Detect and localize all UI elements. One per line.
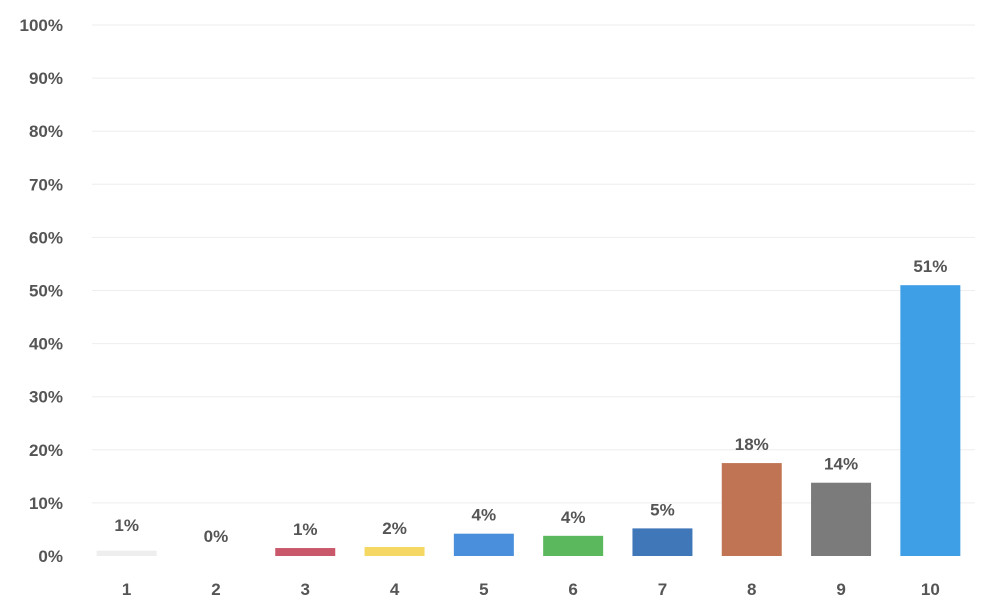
x-tick-label: 2 (211, 580, 220, 598)
y-tick-label: 50% (29, 282, 63, 301)
bar (543, 535, 604, 556)
y-tick-label: 10% (29, 494, 63, 513)
data-label: 0% (204, 527, 229, 546)
x-tick-label: 1 (122, 580, 131, 598)
bar (632, 528, 693, 556)
data-label: 1% (114, 516, 139, 535)
x-tick-label: 5 (479, 580, 488, 598)
bar (453, 533, 514, 556)
bar (900, 285, 961, 556)
gridlines (92, 24, 975, 504)
data-label: 4% (472, 506, 497, 525)
data-label: 4% (561, 508, 586, 527)
bar (811, 482, 872, 556)
y-axis-tick-labels: 0% 10% 20% 30% 40% 50% 60% 70% 80% 90% 100% (20, 16, 63, 566)
bar (275, 548, 336, 556)
y-tick-label: 60% (29, 228, 63, 247)
x-tick-label: 6 (568, 580, 577, 598)
bar (185, 554, 246, 556)
data-label: 2% (382, 519, 407, 538)
y-tick-label: 100% (20, 16, 63, 35)
data-label: 51% (913, 257, 947, 276)
y-tick-label: 40% (29, 335, 63, 354)
y-tick-label: 90% (29, 69, 63, 88)
bar (364, 546, 425, 556)
bar (721, 463, 782, 556)
bars (96, 285, 961, 556)
x-tick-label: 10 (921, 580, 940, 598)
y-tick-label: 30% (29, 388, 63, 407)
x-tick-label: 3 (301, 580, 310, 598)
y-tick-label: 0% (38, 547, 63, 566)
y-tick-label: 70% (29, 175, 63, 194)
data-label: 5% (650, 500, 675, 519)
x-tick-label: 8 (747, 580, 756, 598)
x-tick-label: 7 (658, 580, 667, 598)
x-tick-label: 9 (836, 580, 845, 598)
data-label: 1% (293, 520, 318, 539)
y-tick-label: 80% (29, 122, 63, 141)
x-axis-tick-labels: 1 2 3 4 5 6 7 8 9 10 (122, 580, 940, 598)
y-tick-label: 20% (29, 441, 63, 460)
data-labels: 1% 0% 1% 2% 4% 4% 5% 18% 14% 51% (114, 257, 947, 546)
x-tick-label: 4 (390, 580, 400, 598)
data-label: 14% (824, 455, 858, 474)
data-label: 18% (735, 435, 769, 454)
bar (96, 550, 157, 556)
